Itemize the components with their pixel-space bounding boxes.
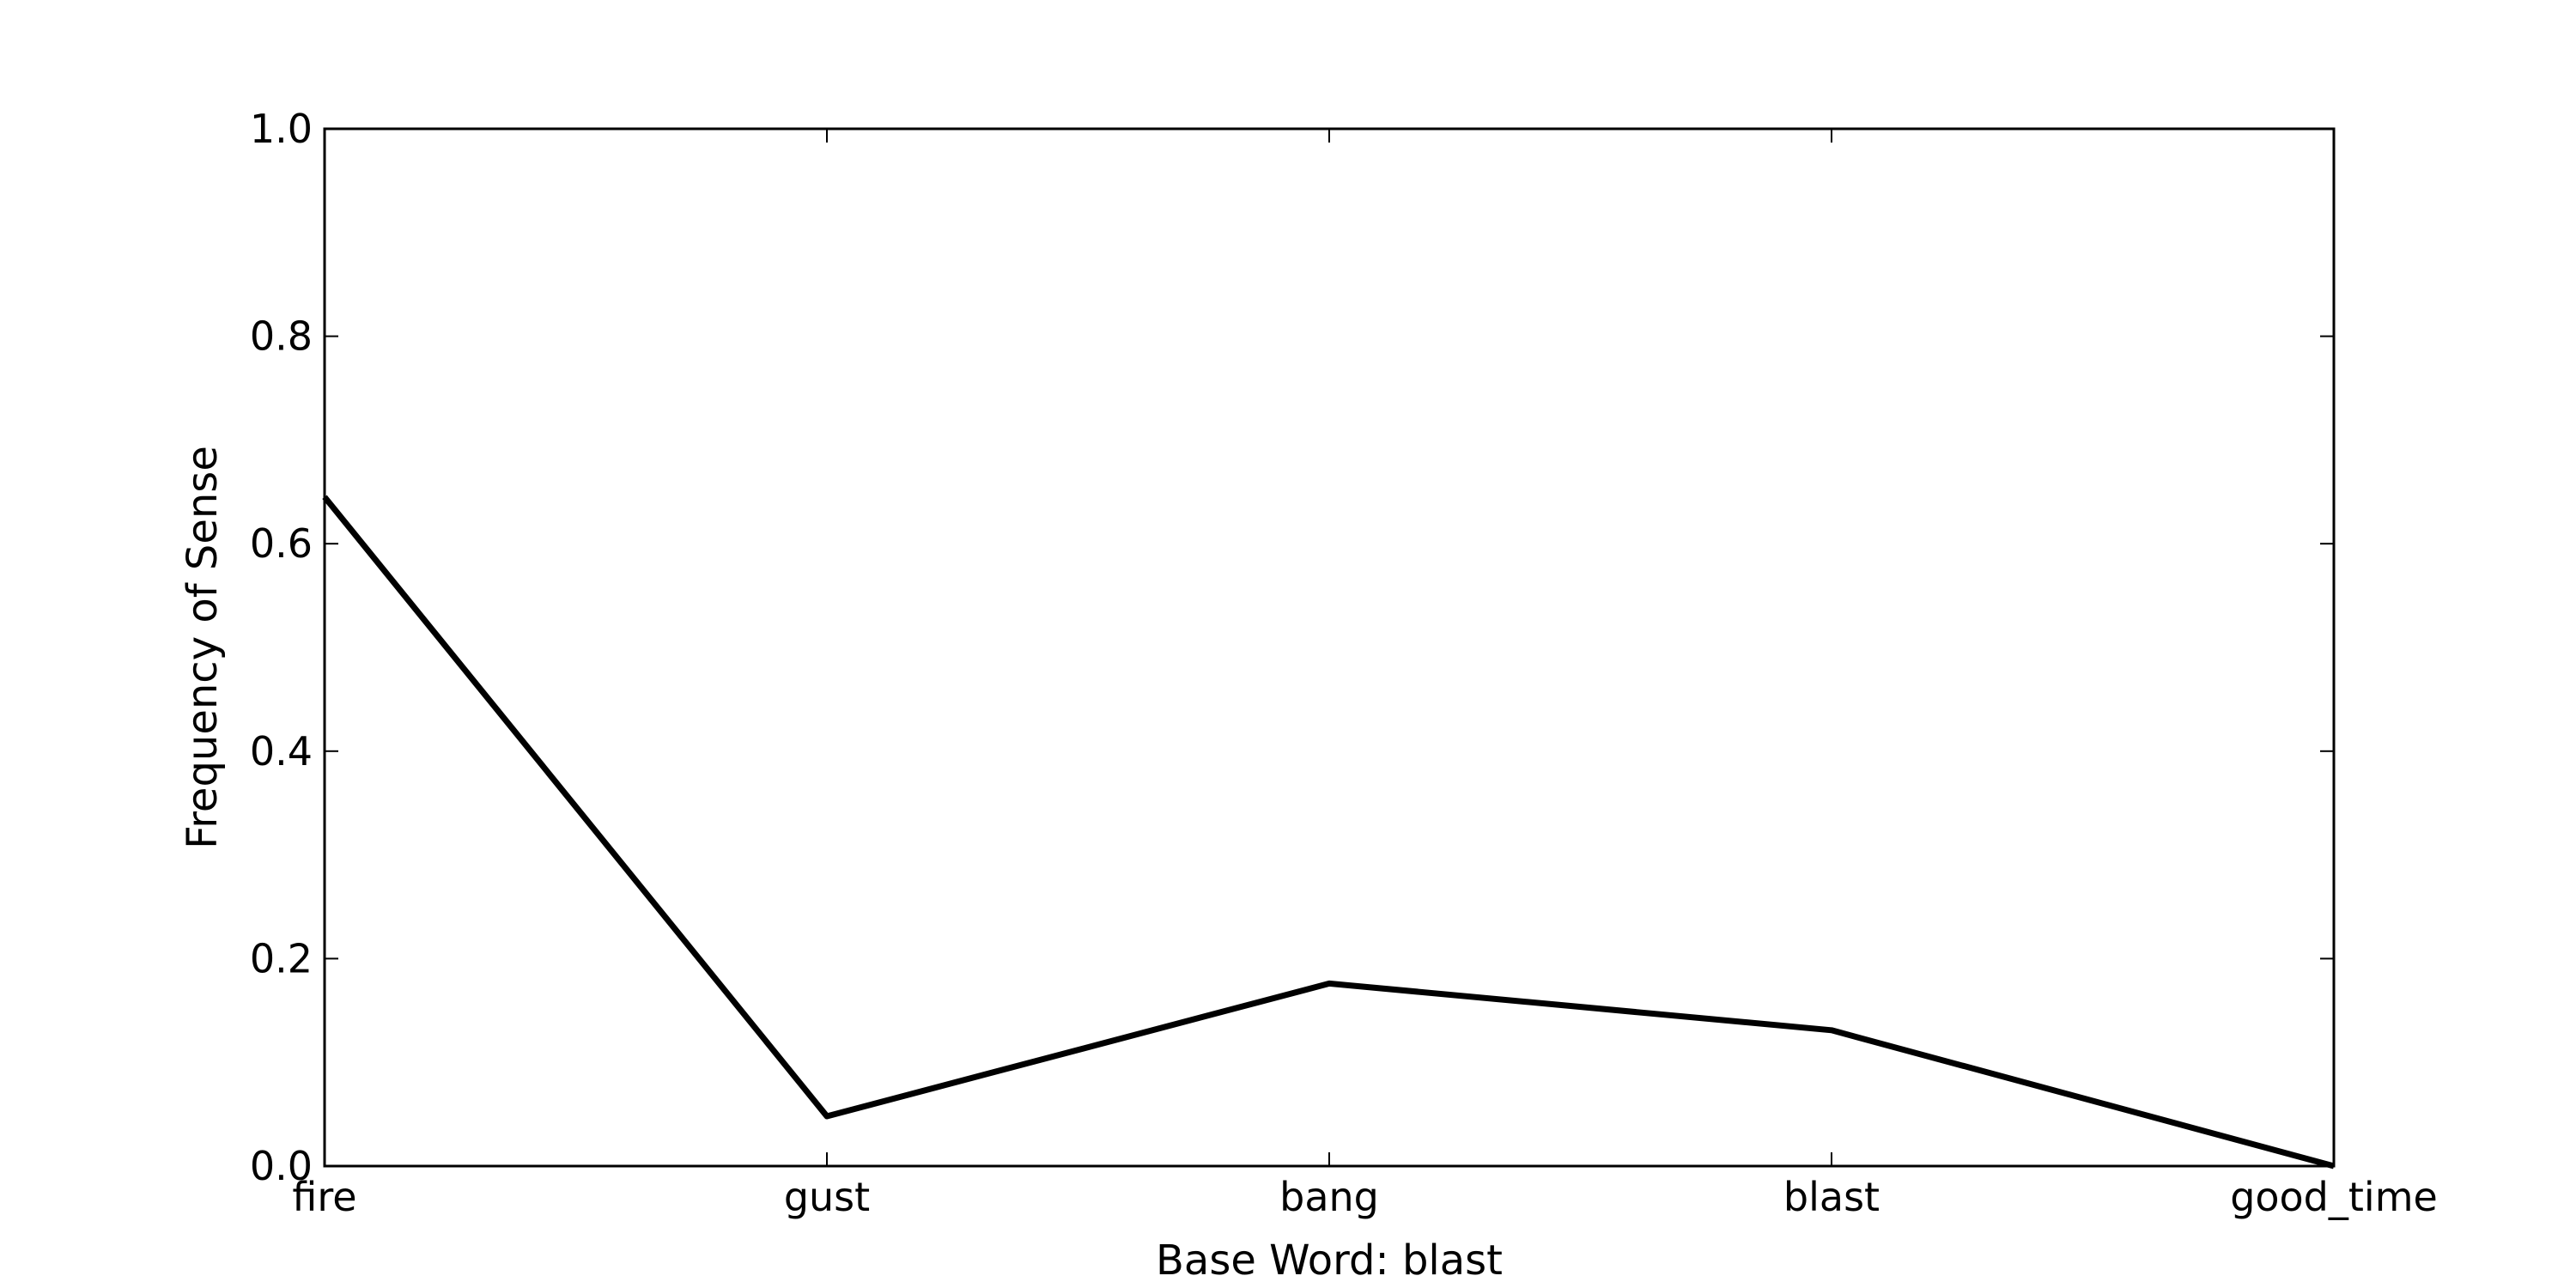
x-tick-label: fire bbox=[292, 1174, 356, 1220]
x-tick-label: blast bbox=[1783, 1174, 1880, 1220]
x-tick-label: gust bbox=[784, 1174, 870, 1220]
x-tick-label: good_time bbox=[2230, 1174, 2438, 1220]
plot-frame bbox=[323, 127, 2336, 1168]
y-axis-label: Frequency of Sense bbox=[179, 446, 227, 849]
y-tick-label: 1.0 bbox=[250, 106, 313, 152]
x-tick-label: bang bbox=[1279, 1174, 1379, 1220]
x-axis-label: Base Word: blast bbox=[1156, 1236, 1503, 1285]
series-line bbox=[322, 495, 2335, 1170]
y-tick-label: 0.0 bbox=[250, 1143, 313, 1189]
y-tick-label: 0.8 bbox=[250, 313, 313, 360]
y-tick-label: 0.6 bbox=[250, 520, 313, 567]
y-tick-label: 0.2 bbox=[250, 935, 313, 981]
y-tick-label: 0.4 bbox=[250, 728, 313, 775]
